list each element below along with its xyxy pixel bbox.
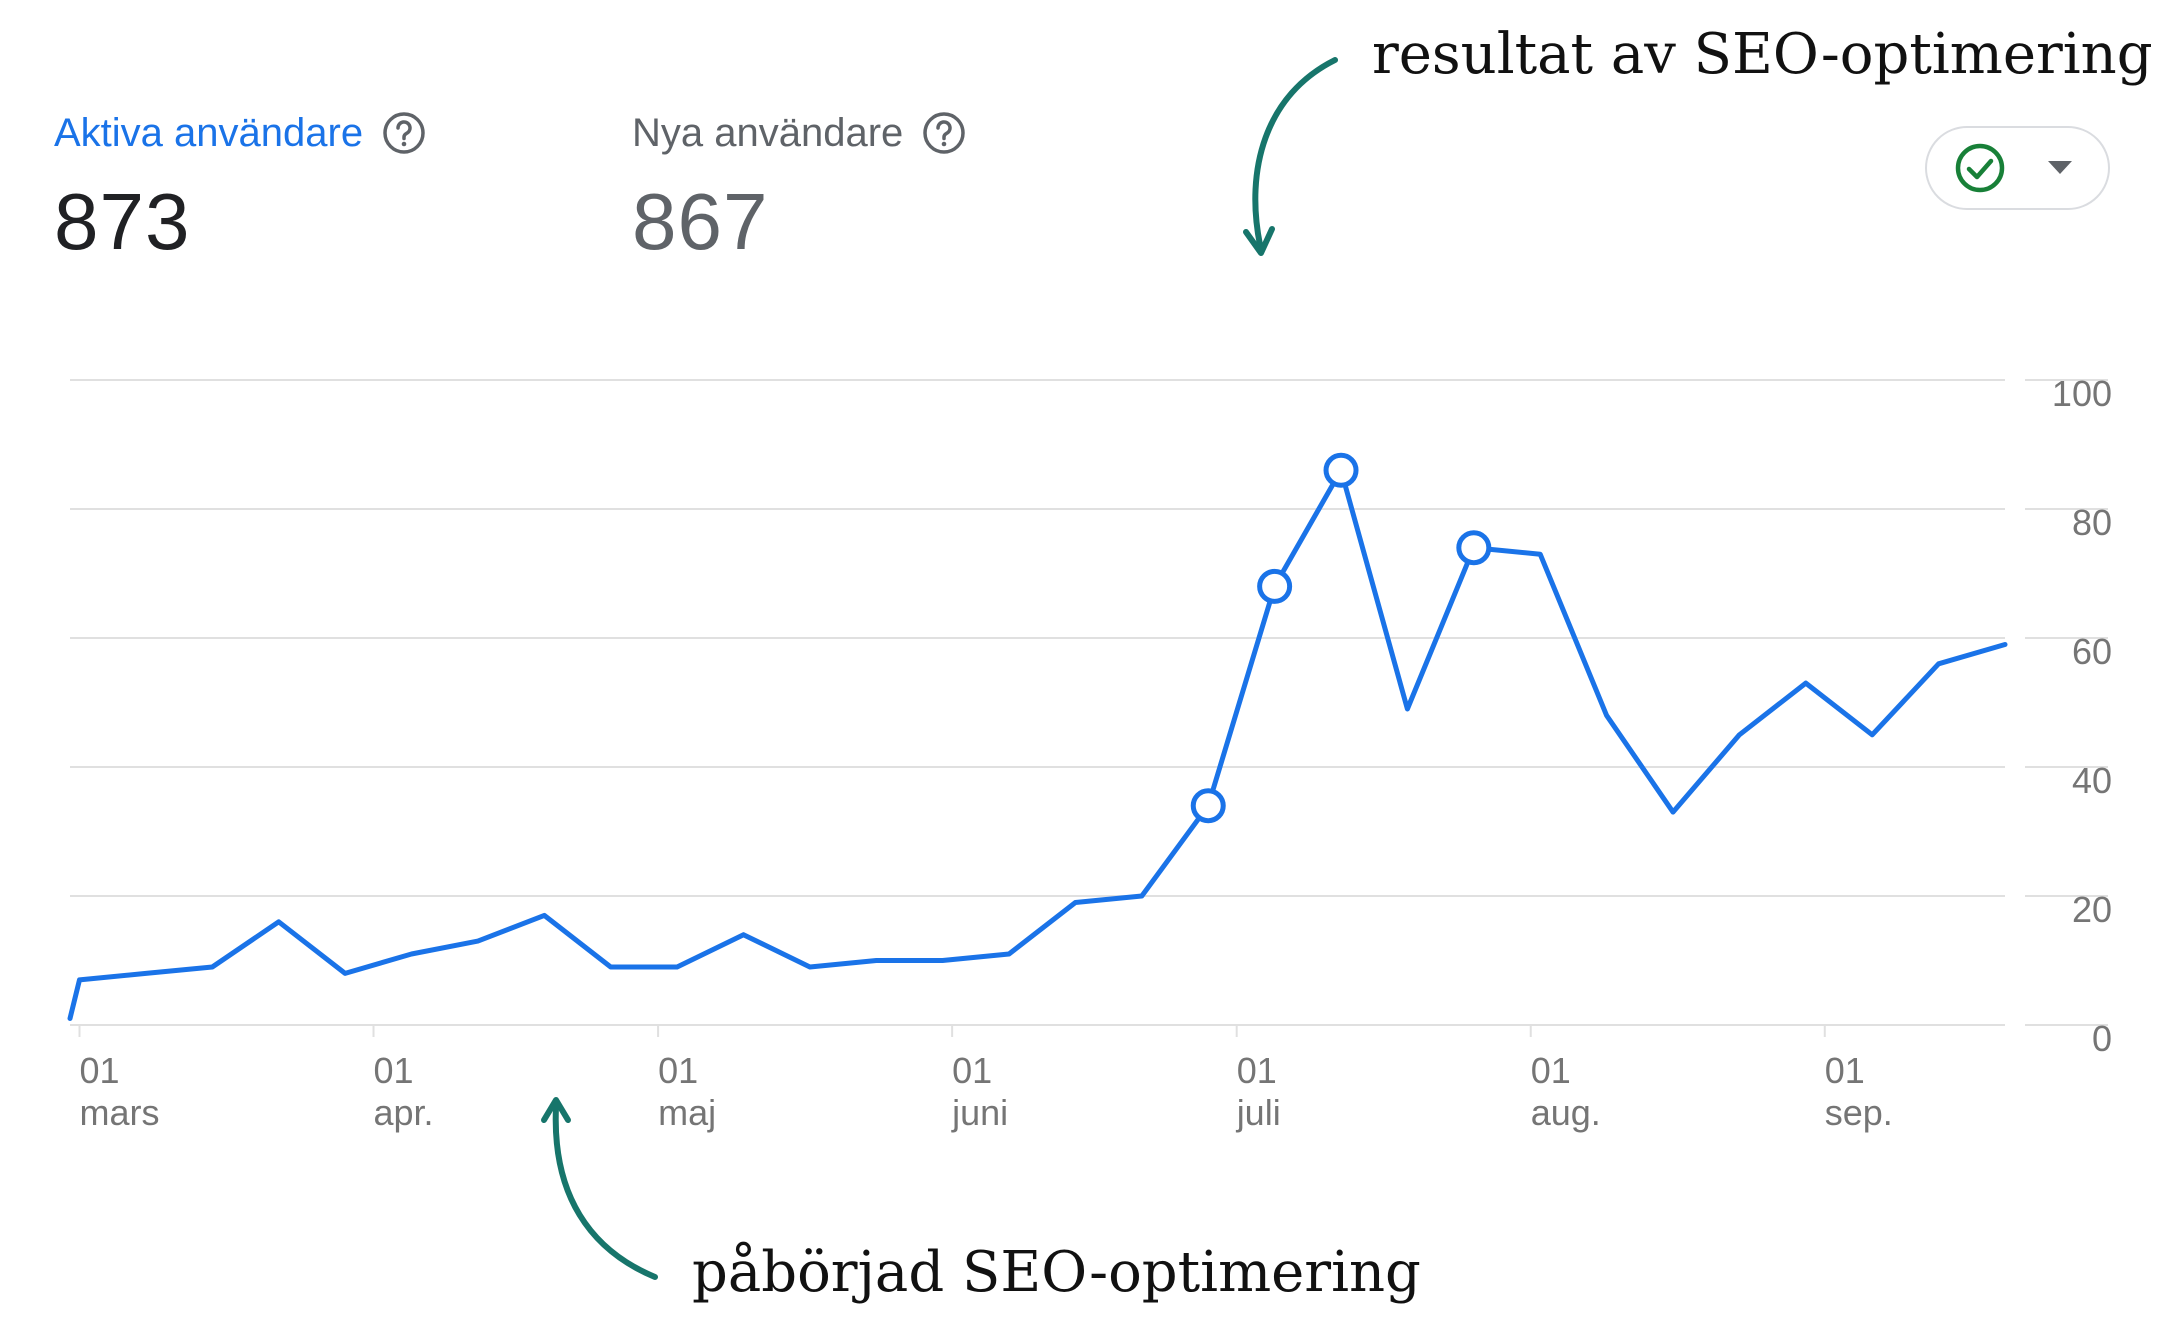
- metric-value-new-users: 867: [632, 177, 769, 266]
- y-tick-label: 40: [2072, 760, 2112, 801]
- chart-grid: [70, 379, 2108, 1026]
- highlighted-point: [1323, 452, 1359, 488]
- annotation-result: resultat av SEO-optimering: [1372, 22, 2153, 87]
- y-tick-label: 0: [2092, 1018, 2112, 1059]
- help-circle-icon[interactable]: [921, 110, 967, 156]
- compare-dropdown-button[interactable]: [1925, 126, 2110, 210]
- metric-label-active-users: Aktiva användare: [54, 110, 364, 155]
- metric-value-active-users: 873: [54, 177, 191, 266]
- x-tick-day: 01: [1237, 1050, 1277, 1091]
- curved-arrow-icon-head: [1243, 226, 1275, 256]
- curved-arrow-icon-head: [541, 1097, 571, 1123]
- y-axis: 0 20 40 60 80 100: [2052, 373, 2112, 1059]
- x-tick-month: apr.: [374, 1092, 434, 1133]
- x-tick-month: maj: [658, 1092, 716, 1133]
- y-tick-label: 80: [2072, 502, 2112, 543]
- x-tick-month: juni: [951, 1092, 1008, 1133]
- series-line: [67, 467, 2008, 1021]
- x-tick-day: 01: [79, 1050, 119, 1091]
- chart-series: [67, 452, 2008, 1021]
- x-tick-month: aug.: [1531, 1092, 1601, 1133]
- help-circle-icon[interactable]: [381, 110, 427, 156]
- check-circle-icon: [1953, 141, 2007, 195]
- y-tick-label: 100: [2052, 373, 2112, 414]
- y-tick-label: 60: [2072, 631, 2112, 672]
- metric-tab-active-users[interactable]: Aktiva användare 873: [54, 110, 427, 268]
- x-tick-day: 01: [374, 1050, 414, 1091]
- x-tick-month: mars: [79, 1092, 159, 1133]
- curved-arrow-icon: [1252, 57, 1338, 248]
- x-tick-day: 01: [658, 1050, 698, 1091]
- x-tick-day: 01: [1825, 1050, 1865, 1091]
- x-tick-month: sep.: [1825, 1092, 1893, 1133]
- y-tick-label: 20: [2072, 889, 2112, 930]
- x-axis: 01mars01apr.01maj01juni01juli01aug.01sep…: [78, 1025, 1893, 1133]
- annotation-arrows: [541, 57, 1338, 1280]
- metric-tab-new-users[interactable]: Nya användare 867: [632, 110, 967, 268]
- x-tick-day: 01: [952, 1050, 992, 1091]
- highlighted-point: [1257, 568, 1293, 604]
- curved-arrow-icon: [552, 1104, 658, 1280]
- x-tick-day: 01: [1531, 1050, 1571, 1091]
- highlighted-point: [1190, 788, 1226, 824]
- metric-label-new-users: Nya användare: [632, 110, 904, 155]
- caret-down-icon: [2048, 161, 2072, 175]
- highlighted-point: [1456, 530, 1492, 566]
- x-tick-month: juli: [1236, 1092, 1281, 1133]
- annotation-start: påbörjad SEO-optimering: [692, 1240, 1421, 1305]
